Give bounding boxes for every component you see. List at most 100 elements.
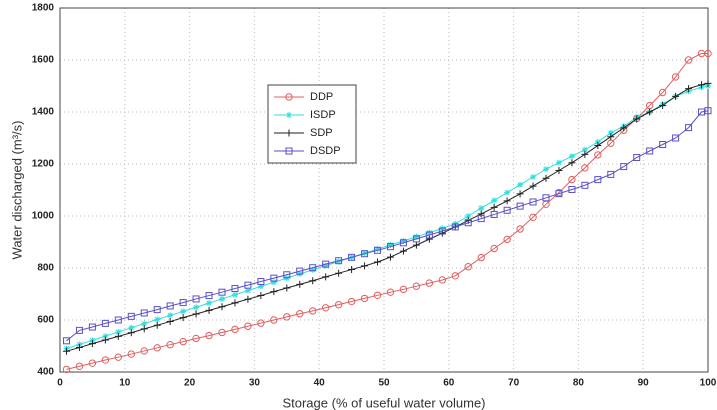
marker — [386, 288, 395, 296]
marker — [581, 164, 589, 172]
marker — [322, 273, 330, 281]
marker — [594, 138, 601, 145]
x-tick-label: 30 — [249, 378, 261, 389]
marker — [438, 227, 446, 235]
marker — [218, 303, 226, 311]
marker — [503, 197, 511, 205]
marker — [568, 159, 576, 167]
marker — [270, 274, 278, 282]
marker — [374, 258, 382, 266]
marker — [166, 302, 174, 310]
marker — [309, 307, 317, 315]
marker — [399, 247, 407, 255]
marker — [374, 246, 382, 254]
marker — [283, 271, 291, 279]
marker — [426, 229, 433, 236]
marker — [581, 181, 589, 189]
marker — [244, 322, 252, 330]
marker — [581, 150, 589, 158]
marker — [140, 347, 148, 355]
marker — [568, 153, 575, 160]
y-tick-label: 600 — [37, 315, 54, 326]
x-tick-label: 40 — [314, 378, 326, 389]
marker — [218, 288, 226, 296]
marker — [75, 344, 83, 352]
marker — [257, 283, 264, 290]
marker — [127, 312, 135, 320]
marker — [516, 190, 524, 198]
marker — [244, 287, 251, 294]
y-axis-label: Water discharged (m³/s) — [9, 121, 24, 260]
x-tick-label: 50 — [378, 378, 390, 389]
marker — [464, 219, 472, 227]
marker — [698, 81, 706, 89]
legend-label: SDP — [310, 127, 333, 139]
marker — [257, 278, 265, 286]
marker — [517, 181, 524, 188]
marker — [231, 285, 239, 293]
marker — [285, 147, 293, 155]
marker — [296, 310, 304, 318]
marker — [231, 325, 239, 334]
marker — [361, 250, 368, 257]
series-line — [66, 53, 708, 370]
marker — [529, 198, 537, 206]
marker — [399, 285, 408, 294]
marker — [140, 325, 148, 333]
marker — [646, 108, 654, 116]
marker — [516, 202, 524, 210]
marker — [594, 151, 602, 159]
series-line — [66, 82, 709, 352]
marker — [516, 225, 524, 233]
marker — [114, 332, 122, 340]
marker — [672, 134, 680, 142]
marker — [127, 350, 135, 358]
marker — [530, 174, 537, 180]
marker — [348, 266, 356, 274]
marker — [115, 328, 122, 335]
marker — [296, 280, 304, 288]
marker — [477, 253, 485, 262]
marker — [309, 264, 317, 272]
marker — [386, 243, 394, 251]
legend-label: DSDP — [310, 145, 341, 157]
marker — [231, 291, 238, 298]
marker — [464, 263, 472, 271]
marker — [286, 112, 292, 118]
marker — [542, 194, 550, 202]
marker — [542, 174, 550, 182]
marker — [102, 333, 109, 340]
marker — [322, 262, 329, 269]
marker — [646, 147, 654, 155]
marker — [128, 324, 135, 331]
marker — [412, 241, 420, 249]
y-tick-label: 800 — [37, 263, 54, 274]
marker — [685, 124, 693, 132]
marker — [270, 316, 278, 324]
marker — [179, 337, 187, 346]
marker — [285, 129, 293, 137]
marker — [684, 56, 693, 64]
marker — [491, 197, 498, 204]
marker — [477, 215, 485, 223]
marker — [425, 231, 433, 239]
series-line — [66, 110, 709, 342]
marker — [205, 292, 213, 300]
marker — [62, 347, 70, 355]
x-tick-label: 80 — [573, 378, 585, 389]
marker — [154, 316, 161, 323]
marker — [438, 276, 447, 284]
marker — [153, 344, 161, 352]
marker — [412, 235, 420, 243]
marker — [478, 205, 485, 212]
marker — [704, 107, 712, 115]
marker — [101, 356, 110, 364]
marker — [387, 241, 394, 248]
marker — [257, 292, 265, 300]
marker — [672, 92, 680, 100]
marker — [568, 175, 576, 184]
marker — [205, 331, 213, 340]
marker — [334, 300, 343, 309]
marker — [270, 279, 277, 286]
marker — [704, 49, 712, 58]
